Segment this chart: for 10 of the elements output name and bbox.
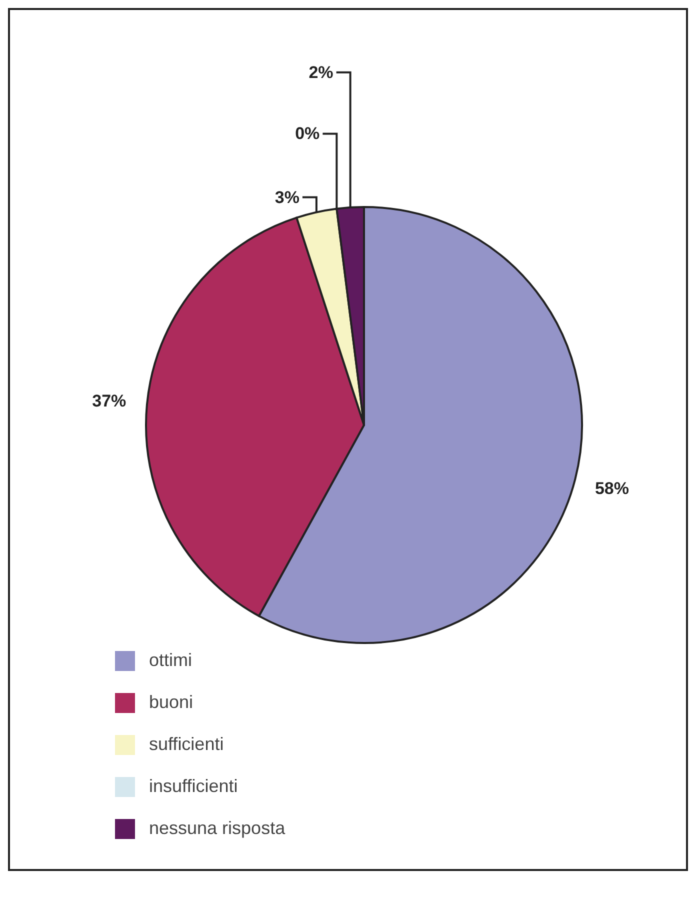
data-label: 2% [308,62,334,82]
legend-label: insufficienti [149,776,238,797]
data-label: 3% [274,188,300,207]
text: 0% [295,124,320,144]
legend-label: buoni [149,692,194,713]
legend-label: nessuna risposta [149,818,286,839]
data-label: 37% [92,391,126,410]
data-label: 58% [594,479,629,498]
legend-label: ottimi [149,650,192,671]
legend-label: sufficienti [149,734,224,755]
